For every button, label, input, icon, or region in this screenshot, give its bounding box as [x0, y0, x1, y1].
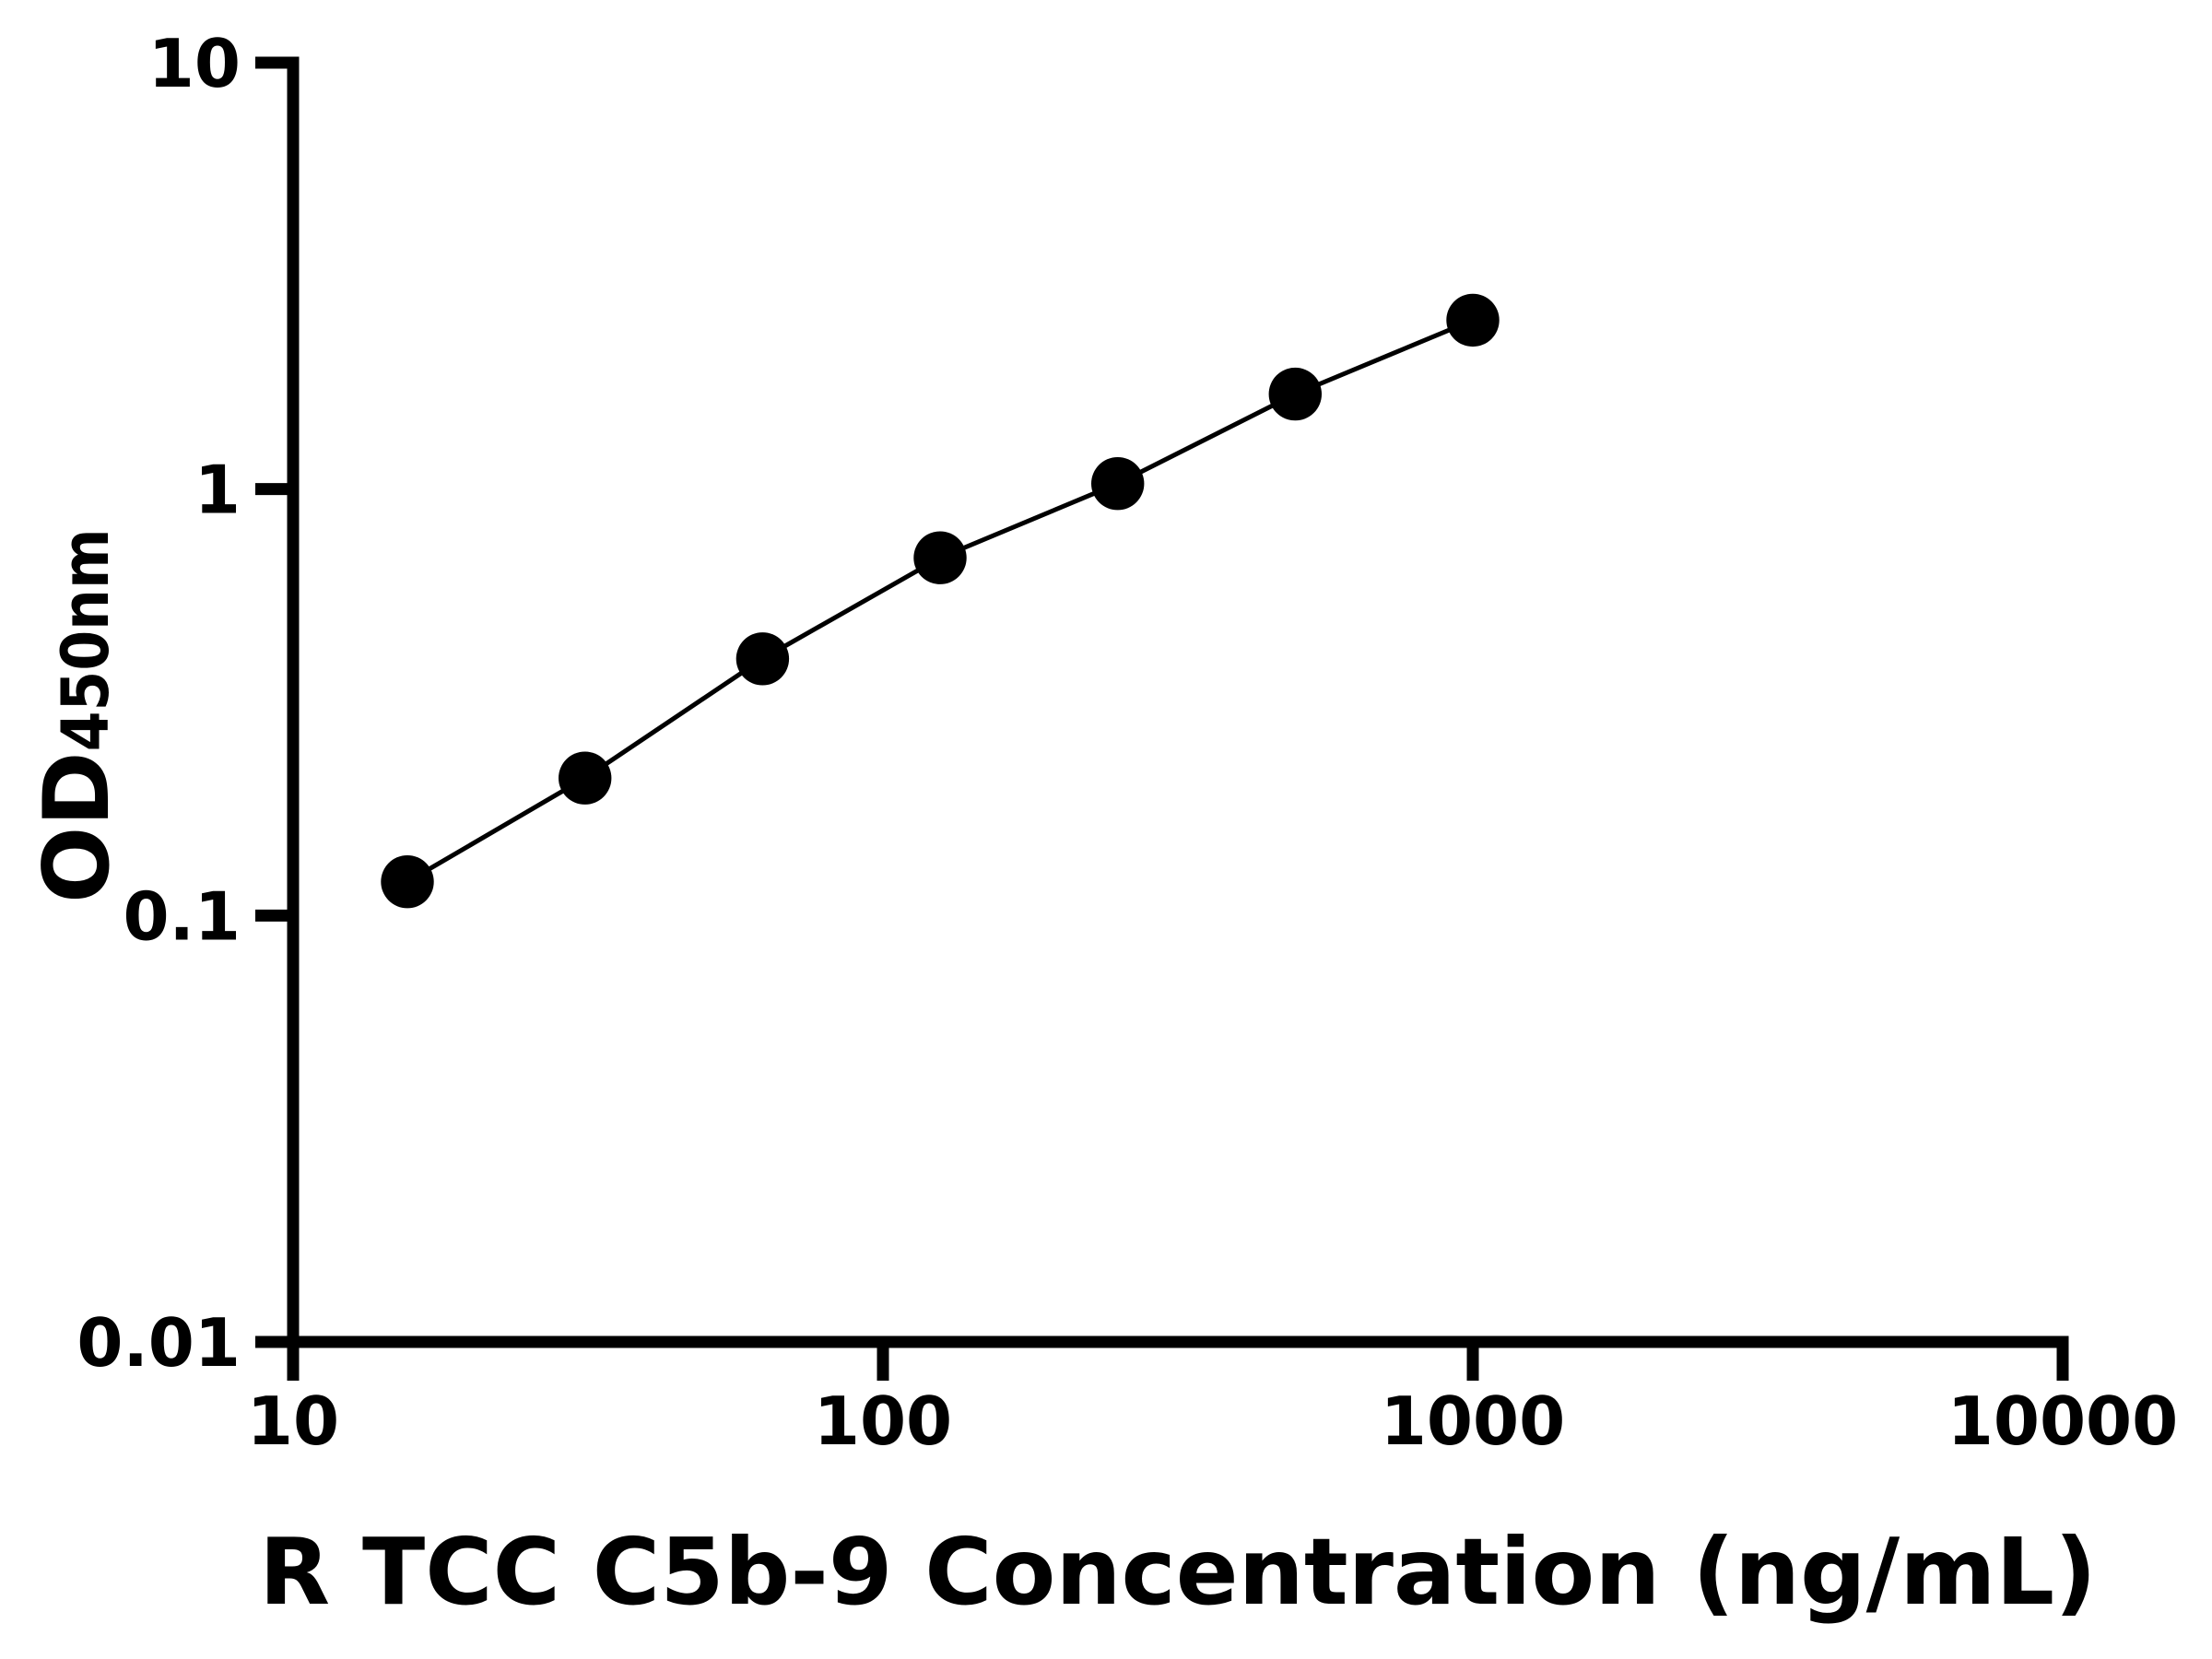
- x-tick-label: 1000: [1381, 1382, 1565, 1460]
- data-point-marker: [381, 855, 434, 909]
- y-tick-label: 10: [148, 25, 241, 102]
- x-tick-label: 100: [814, 1382, 952, 1460]
- data-point-marker: [1091, 457, 1145, 511]
- data-point-marker: [1268, 367, 1323, 421]
- y-axis-title-main: OD: [25, 751, 130, 903]
- data-point-marker: [1446, 293, 1500, 347]
- y-tick-label: 1: [194, 452, 241, 529]
- data-point-marker: [735, 632, 790, 686]
- data-point-marker: [559, 751, 612, 805]
- y-tick-label: 0.01: [76, 1304, 241, 1382]
- x-tick-label: 10: [247, 1382, 339, 1460]
- x-axis-title: R TCC C5b-9 Concentration (ng/mL): [259, 1518, 2097, 1626]
- x-tick-label: 10000: [1947, 1382, 2179, 1460]
- data-series-layer: [381, 293, 1500, 909]
- y-tick-label: 0.1: [123, 877, 241, 955]
- tick-label-layer: 10 100 1000 10000 0.01 0.1 1 10: [76, 25, 2178, 1460]
- y-axis-title-subscript: 450nm: [48, 528, 124, 751]
- data-point-marker: [913, 531, 967, 584]
- axes-layer: [255, 56, 2069, 1381]
- y-axis-title: OD450nm: [25, 528, 130, 903]
